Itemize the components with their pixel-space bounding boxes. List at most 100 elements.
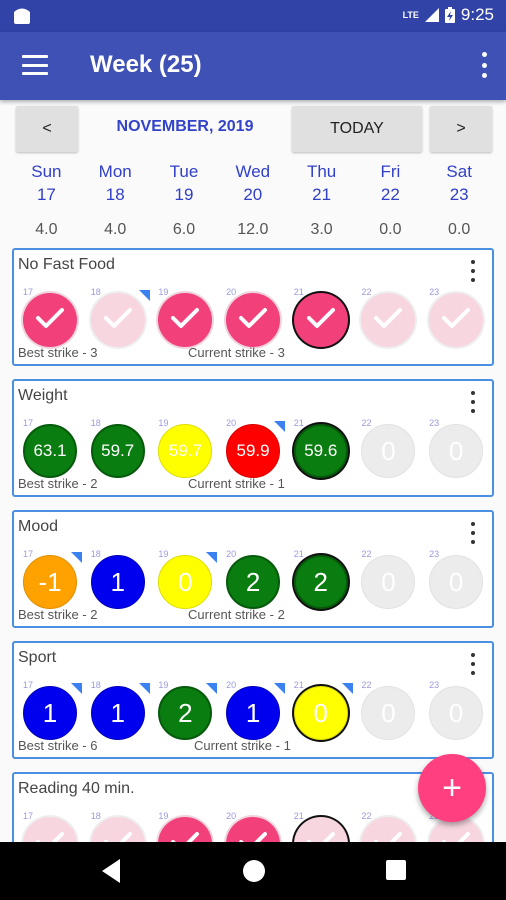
day-cell[interactable]: 20 2 [221,549,289,612]
system-nav-bar [0,842,506,900]
day-cell[interactable]: 21 2 [289,549,357,612]
cell-day-number: 19 [158,549,169,559]
day-cell[interactable]: 17 63.1 [18,418,86,481]
day-cell[interactable]: 23 0 [424,418,492,481]
habit-card[interactable]: Sport 17 1 18 1 19 2 20 1 21 0 22 0 23 0 Best strike - … [12,641,494,759]
check-icon [306,306,336,335]
habit-day-cells: 17 1 18 1 19 2 20 1 21 0 22 0 23 0 [18,680,492,743]
value-circle-button[interactable]: 59.9 [226,424,281,478]
value-circle-button[interactable]: 2 [226,555,281,609]
cell-day-number: 17 [23,680,34,690]
more-vert-icon[interactable] [480,52,488,78]
value-circle-button[interactable]: 59.7 [158,424,213,478]
note-indicator-icon [138,683,150,694]
cell-day-number: 21 [293,680,304,690]
current-strike-label: Current strike - 1 [188,476,285,491]
habit-day-cells: 17 63.1 18 59.7 19 59.7 20 59.9 21 59.6 22 0 23 0 [18,418,492,481]
day-cell[interactable]: 18 1 [86,680,154,743]
day-cell[interactable]: 21 0 [289,680,357,743]
day-cell[interactable]: 23 [424,287,492,350]
prev-week-button[interactable]: < [16,106,78,152]
cell-day-number: 18 [90,680,101,690]
day-cell[interactable]: 21 [289,287,357,350]
habit-title: Mood [18,518,59,535]
note-indicator-icon [206,552,218,563]
cell-day-number: 23 [429,418,440,428]
day-cell[interactable]: 22 0 [356,549,424,612]
next-week-button[interactable]: > [430,106,492,152]
cell-day-number: 17 [23,287,34,297]
note-indicator-icon [71,552,82,563]
check-circle-button[interactable] [23,293,77,347]
value-circle-button[interactable]: 0 [361,686,416,740]
habit-more-vert-icon[interactable] [470,653,476,675]
day-cell[interactable]: 21 59.6 [289,418,357,481]
day-cell[interactable]: 18 1 [86,549,154,612]
day-cell[interactable]: 20 1 [221,680,289,743]
check-circle-button[interactable] [158,293,213,347]
day-cell[interactable]: 18 59.7 [86,418,154,481]
value-circle-button[interactable]: 63.1 [23,424,77,478]
day-number: 22 [380,185,400,204]
value-circle-button[interactable]: 1 [23,686,77,740]
hamburger-menu-icon[interactable] [22,54,48,76]
day-cell[interactable]: 23 0 [424,680,492,743]
habit-more-vert-icon[interactable] [470,260,476,282]
habit-card[interactable]: Weight 17 63.1 18 59.7 19 59.7 20 59.9 21 59.6 22 0 2… [12,379,494,497]
value-circle-button[interactable]: 0 [429,686,484,740]
value-circle-button[interactable]: 59.6 [293,424,348,478]
habit-card[interactable]: Mood 17 -1 18 1 19 0 20 2 21 2 22 0 23 0 Best strike - … [12,510,494,628]
day-cell[interactable]: 17 1 [18,680,86,743]
cell-value: 1 [42,697,58,728]
cell-value: 0 [178,566,193,597]
value-circle-button[interactable]: 0 [293,686,348,740]
day-cell[interactable]: 23 0 [424,549,492,612]
day-column: Wed 20 [218,160,287,206]
check-circle-button[interactable] [226,293,281,347]
day-cell[interactable]: 19 59.7 [153,418,221,481]
day-number: 21 [312,185,332,204]
day-name: Thu [306,162,337,181]
habit-more-vert-icon[interactable] [470,391,476,413]
day-cell[interactable]: 20 59.9 [221,418,289,481]
day-cell[interactable]: 22 0 [356,680,424,743]
habit-day-cells: 17 18 19 20 21 22 23 [18,287,492,350]
day-cell[interactable]: 17 [18,287,86,350]
day-cell[interactable]: 18 [86,287,154,350]
today-button[interactable]: TODAY [292,106,422,152]
check-circle-button[interactable] [361,293,416,347]
recent-apps-icon[interactable] [386,860,406,880]
habit-card[interactable]: No Fast Food 17 18 19 20 21 22 23 Best strike - … [12,248,494,366]
home-icon[interactable] [243,860,265,882]
day-cell[interactable]: 20 [221,287,289,350]
value-circle-button[interactable]: 0 [429,555,484,609]
back-icon[interactable] [102,859,120,883]
day-cell[interactable]: 19 0 [153,549,221,612]
value-circle-button[interactable]: 0 [158,555,213,609]
note-indicator-icon [71,683,82,694]
value-circle-button[interactable]: 0 [429,424,484,478]
day-cell[interactable]: 19 2 [153,680,221,743]
day-cell[interactable]: 17 -1 [18,549,86,612]
day-cell[interactable]: 19 [153,287,221,350]
check-circle-button[interactable] [429,293,484,347]
value-circle-button[interactable]: 1 [226,686,281,740]
value-circle-button[interactable]: 2 [293,555,348,609]
habit-more-vert-icon[interactable] [470,522,476,544]
day-cell[interactable]: 22 [356,287,424,350]
value-circle-button[interactable]: 0 [361,555,416,609]
value-circle-button[interactable]: 0 [361,424,416,478]
cell-value: 0 [313,697,328,728]
value-circle-button[interactable]: 1 [90,555,145,609]
habit-day-cells: 17 -1 18 1 19 0 20 2 21 2 22 0 23 0 [18,549,492,612]
value-circle-button[interactable]: -1 [23,555,77,609]
cell-value: 2 [245,566,261,597]
value-circle-button[interactable]: 1 [90,686,145,740]
check-circle-button[interactable] [90,293,145,347]
value-circle-button[interactable]: 2 [158,686,213,740]
day-cell[interactable]: 22 0 [356,418,424,481]
check-circle-button[interactable] [293,293,348,347]
current-strike-label: Current strike - 2 [188,607,285,622]
value-circle-button[interactable]: 59.7 [90,424,145,478]
add-habit-button[interactable]: + [418,754,486,822]
